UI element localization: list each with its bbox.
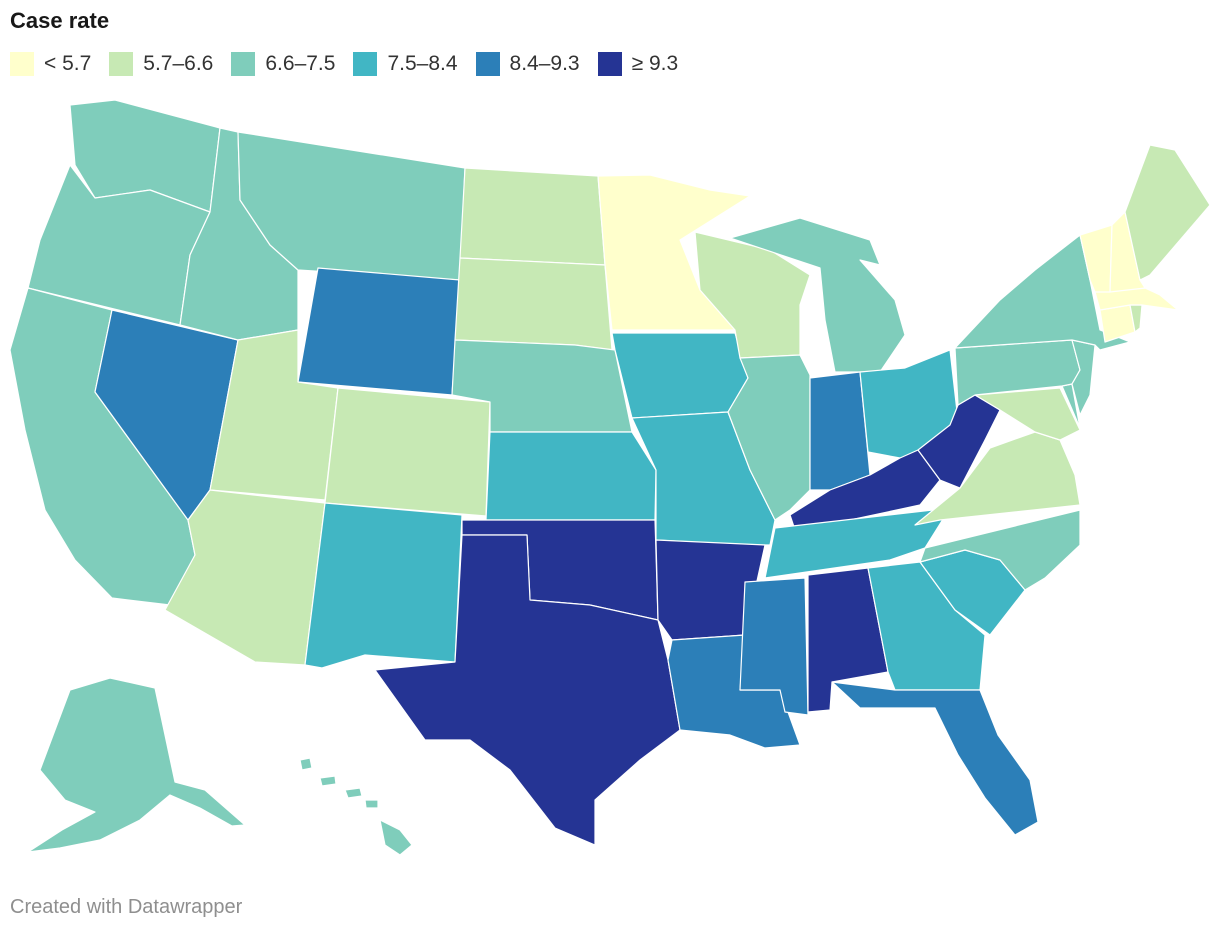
legend-swatch-bin-1 (109, 52, 134, 76)
state-vt[interactable] (1079, 224, 1113, 293)
state-mn[interactable] (597, 174, 751, 331)
legend-item-bin-0: < 5.7 (10, 52, 91, 76)
legend-swatch-bin-0 (10, 52, 34, 76)
credit-text: Created with Datawrapper (10, 896, 243, 918)
legend-item-bin-3: 7.5–8.4 (353, 52, 458, 76)
legend-item-bin-2: 6.6–7.5 (231, 52, 335, 76)
state-ms[interactable] (739, 577, 809, 716)
state-tx[interactable] (374, 534, 681, 846)
state-nc[interactable] (919, 509, 1081, 591)
state-hi[interactable] (299, 757, 413, 856)
legend-label-bin-3: 7.5–8.4 (387, 52, 458, 75)
state-ak[interactable] (27, 677, 246, 853)
state-wy[interactable] (297, 267, 461, 396)
state-tn[interactable] (764, 507, 951, 579)
state-sd[interactable] (454, 257, 613, 351)
legend-label-bin-5: ≥ 9.3 (631, 52, 679, 75)
legend: < 5.7 5.7–6.6 6.6–7.5 7.5–8.4 8.4–9.3 ≥ … (10, 50, 696, 78)
legend-item-bin-4: 8.4–9.3 (475, 52, 580, 76)
state-fl[interactable] (831, 681, 1039, 836)
map-title: Case rate (10, 8, 110, 33)
legend-swatch-bin-5 (597, 52, 622, 76)
legend-label-bin-1: 5.7–6.6 (143, 52, 214, 75)
state-il[interactable] (727, 354, 811, 521)
legend-item-bin-5: ≥ 9.3 (597, 52, 679, 76)
state-co[interactable] (324, 387, 491, 517)
us-choropleth-map (0, 90, 1220, 870)
legend-swatch-bin-4 (475, 52, 500, 76)
legend-label-bin-4: 8.4–9.3 (509, 52, 580, 75)
legend-swatch-bin-2 (231, 52, 256, 76)
legend-label-bin-2: 6.6–7.5 (265, 52, 336, 75)
state-nh[interactable] (1109, 211, 1146, 293)
state-me[interactable] (1124, 144, 1211, 281)
state-md[interactable] (974, 387, 1081, 441)
legend-item-bin-1: 5.7–6.6 (109, 52, 213, 76)
state-nm[interactable] (304, 502, 463, 669)
state-ks[interactable] (485, 431, 657, 521)
legend-swatch-bin-3 (353, 52, 378, 76)
state-ma[interactable] (1094, 287, 1179, 311)
state-in[interactable] (809, 371, 871, 491)
state-ia[interactable] (611, 332, 749, 419)
us-map-svg (9, 99, 1211, 856)
legend-label-bin-0: < 5.7 (44, 52, 92, 75)
state-nd[interactable] (459, 167, 606, 266)
state-ct[interactable] (1099, 304, 1136, 343)
state-mi[interactable] (729, 217, 906, 373)
